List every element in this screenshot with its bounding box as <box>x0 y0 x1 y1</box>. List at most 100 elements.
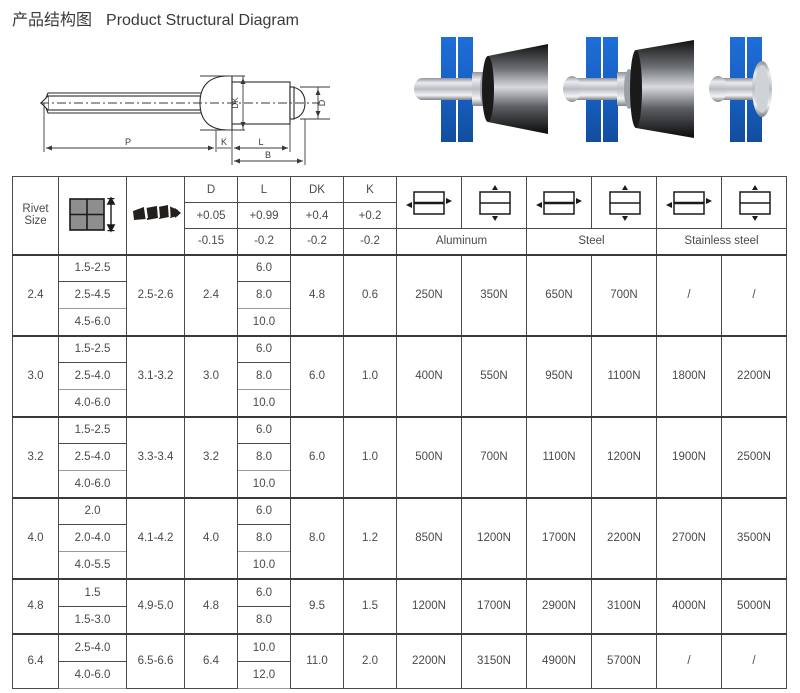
cell-drill-4: 4.9-5.0 <box>126 577 185 634</box>
aluminum-tensile-icon <box>461 176 527 229</box>
cell-l-4-1: 8.0 <box>237 605 291 634</box>
header-dim-D-plus: +0.05 <box>184 202 238 229</box>
table-header-row-1: Rivet Size <box>12 176 787 255</box>
table-row: 4.0-6.0 12.0 <box>13 660 787 689</box>
page-title-chinese: 产品结构图 <box>12 12 93 29</box>
photo-step-2 <box>563 37 694 142</box>
header-dim-D-minus: -0.15 <box>184 228 238 255</box>
cell-dk-4: 9.5 <box>290 577 344 634</box>
cell-force-4-2: 2900N <box>526 577 592 634</box>
cell-l-1-2: 10.0 <box>237 389 291 417</box>
cell-force-5-5: / <box>721 632 787 689</box>
cell-force-2-3: 1200N <box>591 415 657 498</box>
cell-force-4-5: 5000N <box>721 577 787 634</box>
rivet-dimension-drawing: P K L B DK D <box>0 30 400 170</box>
cell-l-3-2: 10.0 <box>237 551 291 579</box>
table-row: 4.5-6.0 10.0 <box>13 308 787 336</box>
cell-force-3-3: 2200N <box>591 496 657 579</box>
page-title: 产品结构图 Product Structural Diagram <box>12 6 299 30</box>
cell-force-2-5: 2500N <box>721 415 787 498</box>
cell-grip-1-1: 2.5-4.0 <box>58 362 127 390</box>
cell-l-0-2: 10.0 <box>237 308 291 336</box>
cell-force-3-1: 1200N <box>461 496 527 579</box>
header-dim-DK-name: DK <box>290 176 344 203</box>
header-dim-K-minus: -0.2 <box>343 228 397 255</box>
cell-l-0-1: 8.0 <box>237 281 291 309</box>
dim-label-b: B <box>265 150 271 160</box>
table-row: 1.5-3.0 8.0 <box>13 605 787 634</box>
table-row: 2.0-4.0 8.0 <box>13 524 787 552</box>
cell-force-5-0: 2200N <box>396 632 462 689</box>
cell-l-5-1: 12.0 <box>237 660 291 689</box>
cell-drill-1: 3.1-3.2 <box>126 334 185 417</box>
header-material-steel: Steel <box>526 228 657 255</box>
table-row: 2.5-4.5 8.0 <box>13 281 787 309</box>
cell-grip-1-0: 1.5-2.5 <box>58 334 127 363</box>
cell-rivet-size-5: 6.4 <box>12 632 59 689</box>
cell-d-1: 3.0 <box>184 334 238 417</box>
stainless-tensile-icon <box>721 176 787 229</box>
cell-grip-2-0: 1.5-2.5 <box>58 415 127 444</box>
table-header-row-2: +0.05 +0.99 +0.4 +0.2 <box>13 202 787 229</box>
cell-l-3-1: 8.0 <box>237 524 291 552</box>
cell-k-5: 2.0 <box>343 632 397 689</box>
cell-k-1: 1.0 <box>343 334 397 417</box>
header-dim-DK-minus: -0.2 <box>290 228 344 255</box>
cell-force-0-2: 650N <box>526 253 592 336</box>
table-row: 6.4 2.5-4.0 6.5-6.6 6.4 10.0 11.0 2.0 2200N 3150… <box>12 632 787 689</box>
steel-shear-icon <box>526 176 592 229</box>
cell-l-1-1: 8.0 <box>237 362 291 390</box>
cell-k-4: 1.5 <box>343 577 397 634</box>
header-dim-D-name: D <box>184 176 238 203</box>
cell-k-3: 1.2 <box>343 496 397 579</box>
rivet-installation-photos <box>400 22 800 162</box>
cell-l-0-0: 6.0 <box>237 253 291 282</box>
cell-dk-2: 6.0 <box>290 415 344 498</box>
header-dim-K-name: K <box>343 176 397 203</box>
header-dim-L-minus: -0.2 <box>237 228 291 255</box>
dim-label-d: D <box>317 99 327 106</box>
table-row: 4.0 2.0 4.1-4.2 4.0 6.0 8.0 1.2 850N 1200N 1700N 2… <box>12 496 787 579</box>
cell-l-3-0: 6.0 <box>237 496 291 525</box>
cell-rivet-size-0: 2.4 <box>12 253 59 336</box>
cell-grip-3-0: 2.0 <box>58 496 127 525</box>
cell-force-0-3: 700N <box>591 253 657 336</box>
cell-d-4: 4.8 <box>184 577 238 634</box>
cell-rivet-size-3: 4.0 <box>12 496 59 579</box>
cell-drill-5: 6.5-6.6 <box>126 632 185 689</box>
cell-force-5-1: 3150N <box>461 632 527 689</box>
cell-drill-2: 3.3-3.4 <box>126 415 185 498</box>
cell-force-0-4: / <box>656 253 722 336</box>
cell-grip-4-1: 1.5-3.0 <box>58 605 127 634</box>
cell-k-0: 0.6 <box>343 253 397 336</box>
header-dim-DK-plus: +0.4 <box>290 202 344 229</box>
cell-force-5-4: / <box>656 632 722 689</box>
cell-force-1-5: 2200N <box>721 334 787 417</box>
cell-force-4-0: 1200N <box>396 577 462 634</box>
steel-tensile-icon <box>591 176 657 229</box>
cell-grip-2-2: 4.0-6.0 <box>58 470 127 498</box>
cell-grip-0-2: 4.5-6.0 <box>58 308 127 336</box>
cell-grip-2-1: 2.5-4.0 <box>58 443 127 471</box>
cell-grip-1-2: 4.0-6.0 <box>58 389 127 417</box>
cell-drill-0: 2.5-2.6 <box>126 253 185 336</box>
cell-force-3-4: 2700N <box>656 496 722 579</box>
header-material-stainless: Stainless steel <box>656 228 787 255</box>
cell-force-1-4: 1800N <box>656 334 722 417</box>
cell-force-4-3: 3100N <box>591 577 657 634</box>
cell-dk-0: 4.8 <box>290 253 344 336</box>
table-row: 2.5-4.0 8.0 <box>13 362 787 390</box>
cell-rivet-size-4: 4.8 <box>12 577 59 634</box>
cell-force-3-5: 3500N <box>721 496 787 579</box>
cell-l-2-0: 6.0 <box>237 415 291 444</box>
header-dim-L-plus: +0.99 <box>237 202 291 229</box>
cell-rivet-size-2: 3.2 <box>12 415 59 498</box>
table-header-row-3: -0.15 -0.2 -0.2 -0.2 Aluminum Steel Stai… <box>13 228 787 255</box>
cell-force-1-1: 550N <box>461 334 527 417</box>
dim-label-dk: DK <box>231 97 240 109</box>
cell-dk-5: 11.0 <box>290 632 344 689</box>
cell-force-0-0: 250N <box>396 253 462 336</box>
cell-rivet-size-1: 3.0 <box>12 334 59 417</box>
dim-label-l: L <box>258 137 263 147</box>
cell-force-4-1: 1700N <box>461 577 527 634</box>
